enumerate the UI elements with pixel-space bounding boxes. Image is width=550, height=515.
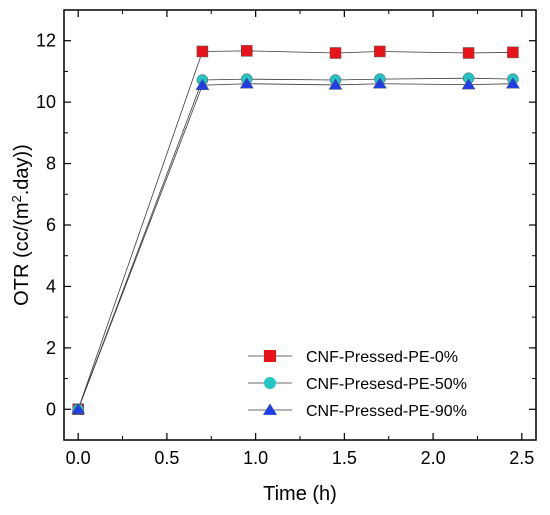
axis-ticks: 0.0 0.5 1.0 1.5 2.0 2.5 0 2 4 6 8 10 12 xyxy=(36,10,536,468)
y-axis-label-superscript: 2 xyxy=(9,195,24,202)
y-tick-label: 10 xyxy=(36,92,56,112)
legend-label-0: CNF-Pressed-PE-0% xyxy=(306,349,458,366)
x-axis-label: Time (h) xyxy=(263,483,337,505)
data-point-s0-4 xyxy=(374,45,386,58)
y-tick-label: 6 xyxy=(46,215,56,235)
data-point-s0-5 xyxy=(462,47,475,59)
x-tick-label: 0.0 xyxy=(66,448,91,468)
y-tick-label: 0 xyxy=(46,399,56,419)
data-point-s2-6 xyxy=(505,77,520,89)
y-tick-label: 12 xyxy=(36,31,56,51)
x-tick-label: 2.0 xyxy=(421,448,446,468)
x-tick-label: 0.5 xyxy=(154,448,179,468)
data-point-s2-0 xyxy=(71,402,86,414)
x-tick-label: 2.5 xyxy=(509,448,534,468)
data-point-s0-3 xyxy=(329,47,342,59)
y-tick-label: 4 xyxy=(46,276,56,296)
legend-marker-2 xyxy=(263,403,277,415)
legend-marker-1 xyxy=(264,377,276,389)
legend-label-1: CNF-Presesd-PE-50% xyxy=(306,376,467,393)
data-point-s0-6 xyxy=(507,46,519,59)
data-point-s0-2 xyxy=(241,45,253,57)
data-point-s2-2 xyxy=(239,77,254,89)
data-point-s2-5 xyxy=(461,78,476,90)
y-tick-label: 8 xyxy=(46,154,56,174)
legend-marker-0 xyxy=(264,350,276,362)
legend: CNF-Pressed-PE-0% CNF-Presesd-PE-50% CNF-P… xyxy=(248,349,467,420)
y-axis-label: OTR (cc/(m2.day)) xyxy=(9,144,34,306)
data-point-s2-4 xyxy=(372,77,387,89)
y-axis-label-main: OTR (cc/(m xyxy=(11,203,33,306)
data-point-s2-3 xyxy=(328,78,343,90)
legend-label-2: CNF-Pressed-PE-90% xyxy=(306,403,467,420)
x-tick-label: 1.0 xyxy=(243,448,268,468)
x-tick-label: 1.5 xyxy=(332,448,357,468)
data-point-s0-1 xyxy=(196,45,209,58)
series-markers xyxy=(71,45,520,416)
data-point-s2-1 xyxy=(195,78,210,90)
y-tick-label: 2 xyxy=(46,338,56,358)
y-axis-label-tail: .day)) xyxy=(11,144,33,195)
